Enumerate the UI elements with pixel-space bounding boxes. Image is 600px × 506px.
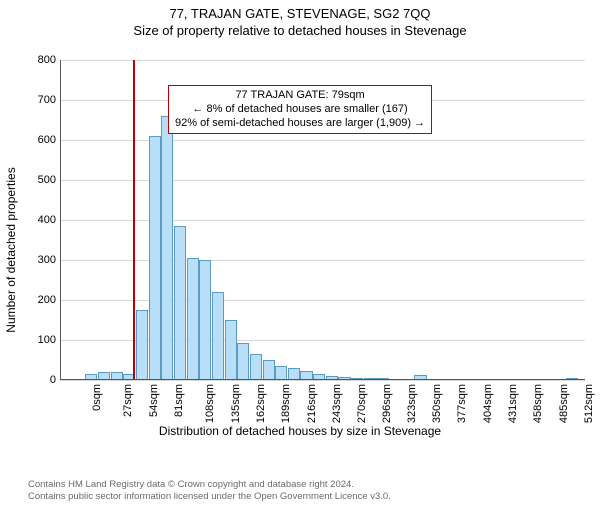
x-tick-label: 216sqm [306,384,318,423]
histogram-bar [187,258,199,380]
histogram-bar [161,116,173,380]
plot-area: 77 TRAJAN GATE: 79sqm← 8% of detached ho… [60,60,585,380]
y-tick-labels: 0100200300400500600700800 [0,60,60,380]
y-tick-label: 200 [2,294,56,306]
info-box-line: 92% of semi-detached houses are larger (… [175,117,425,131]
y-tick-label: 300 [2,254,56,266]
gridline [60,300,585,301]
y-tick-label: 700 [2,94,56,106]
x-axis [60,379,585,380]
info-box-line: 77 TRAJAN GATE: 79sqm [175,89,425,103]
y-tick-label: 600 [2,134,56,146]
gridline [60,220,585,221]
histogram-bar [174,226,186,380]
x-axis-label: Distribution of detached houses by size … [0,424,600,438]
x-tick-label: 458sqm [533,384,545,423]
histogram-bar [263,360,275,380]
histogram-bar [149,136,161,380]
gridline [60,140,585,141]
x-tick-label: 54sqm [148,384,160,417]
histogram-bar [275,366,287,380]
histogram-bar [136,310,148,380]
x-tick-label: 404sqm [482,384,494,423]
property-info-box: 77 TRAJAN GATE: 79sqm← 8% of detached ho… [168,85,432,134]
x-tick-label: 431sqm [507,384,519,423]
info-box-line: ← 8% of detached houses are smaller (167… [175,103,425,117]
y-tick-label: 800 [2,54,56,66]
histogram-bar [237,343,249,380]
x-tick-label: 27sqm [122,384,134,417]
chart-title-main: 77, TRAJAN GATE, STEVENAGE, SG2 7QQ [0,6,600,21]
histogram-bar [212,292,224,380]
gridline [60,380,585,381]
x-tick-label: 135sqm [230,384,242,423]
gridline [60,180,585,181]
chart-container: Number of detached properties 77 TRAJAN … [0,50,600,450]
x-tick-label: 162sqm [255,384,267,423]
x-tick-label: 485sqm [558,384,570,423]
y-tick-label: 0 [2,374,56,386]
credit-text: Contains HM Land Registry data © Crown c… [28,479,391,502]
y-axis [60,60,61,380]
y-tick-label: 500 [2,174,56,186]
x-tick-label: 81sqm [173,384,185,417]
property-marker-line [133,60,135,380]
y-tick-label: 100 [2,334,56,346]
x-tick-label: 377sqm [457,384,469,423]
x-tick-label: 108sqm [204,384,216,423]
gridline [60,60,585,61]
x-tick-label: 0sqm [91,384,103,411]
x-tick-label: 323sqm [406,384,418,423]
histogram-bar [225,320,237,380]
chart-title-sub: Size of property relative to detached ho… [0,23,600,38]
histogram-bar [199,260,211,380]
gridline [60,260,585,261]
histogram-bar [250,354,262,380]
x-tick-label: 243sqm [331,384,343,423]
y-tick-label: 400 [2,214,56,226]
x-tick-label: 350sqm [431,384,443,423]
credit-line-1: Contains HM Land Registry data © Crown c… [28,479,354,490]
x-tick-label: 512sqm [583,384,595,423]
x-tick-label: 189sqm [280,384,292,423]
x-tick-label: 296sqm [381,384,393,423]
x-tick-label: 270sqm [356,384,368,423]
